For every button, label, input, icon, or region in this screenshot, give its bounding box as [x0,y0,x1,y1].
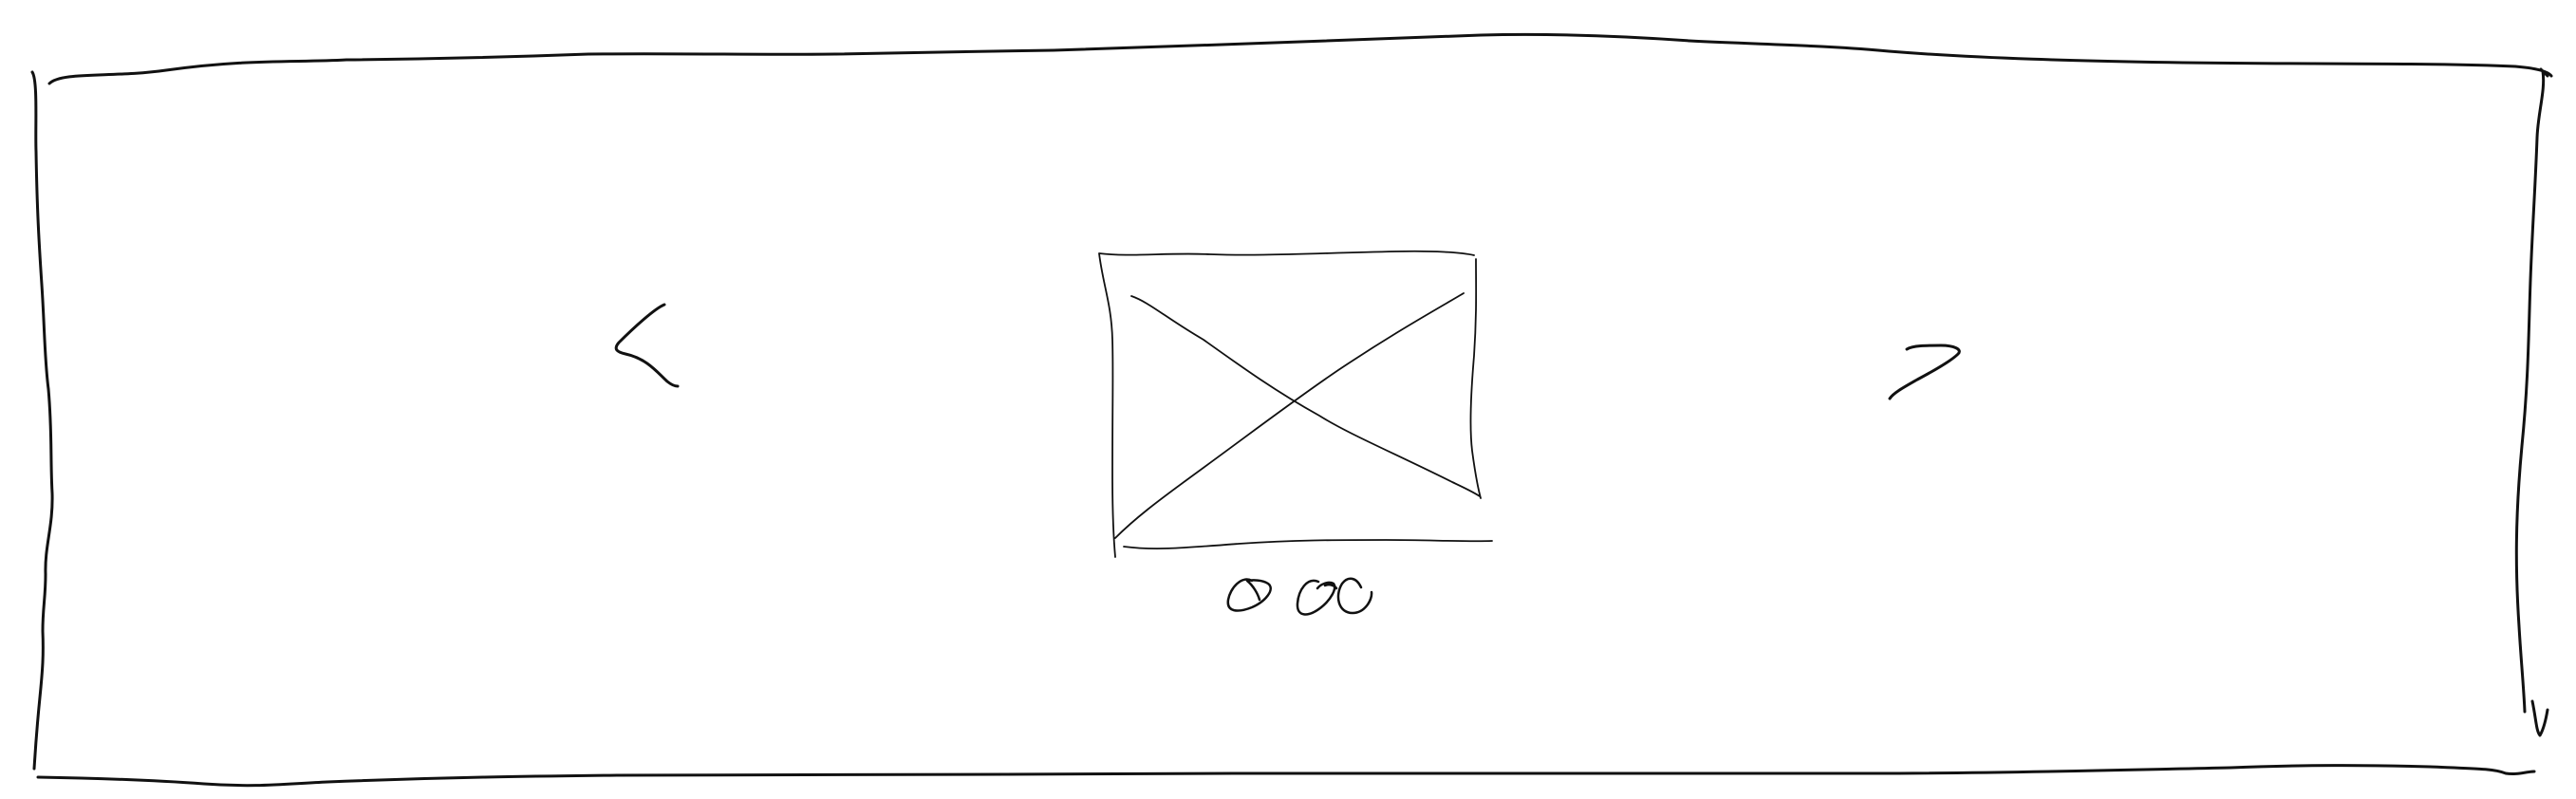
next-button[interactable] [1888,344,1961,400]
pagination-dots[interactable] [1226,577,1373,616]
image-placeholder-icon [1098,250,1493,558]
frame-left-edge [30,70,54,771]
pagination-dot-3[interactable] [1336,577,1373,615]
frame-right-edge [2514,69,2546,714]
image-placeholder [1098,250,1493,558]
pagination-dot-1[interactable] [1226,578,1272,612]
frame-top-edge [47,32,2553,85]
pagination-dot-2[interactable] [1296,579,1338,616]
chevron-left-icon [614,303,680,388]
frame-bottom-edge [36,764,2536,788]
frame-corner-flourish [2530,67,2549,737]
previous-button[interactable] [614,303,680,388]
carousel-frame [30,32,2553,788]
chevron-right-icon [1888,344,1961,400]
